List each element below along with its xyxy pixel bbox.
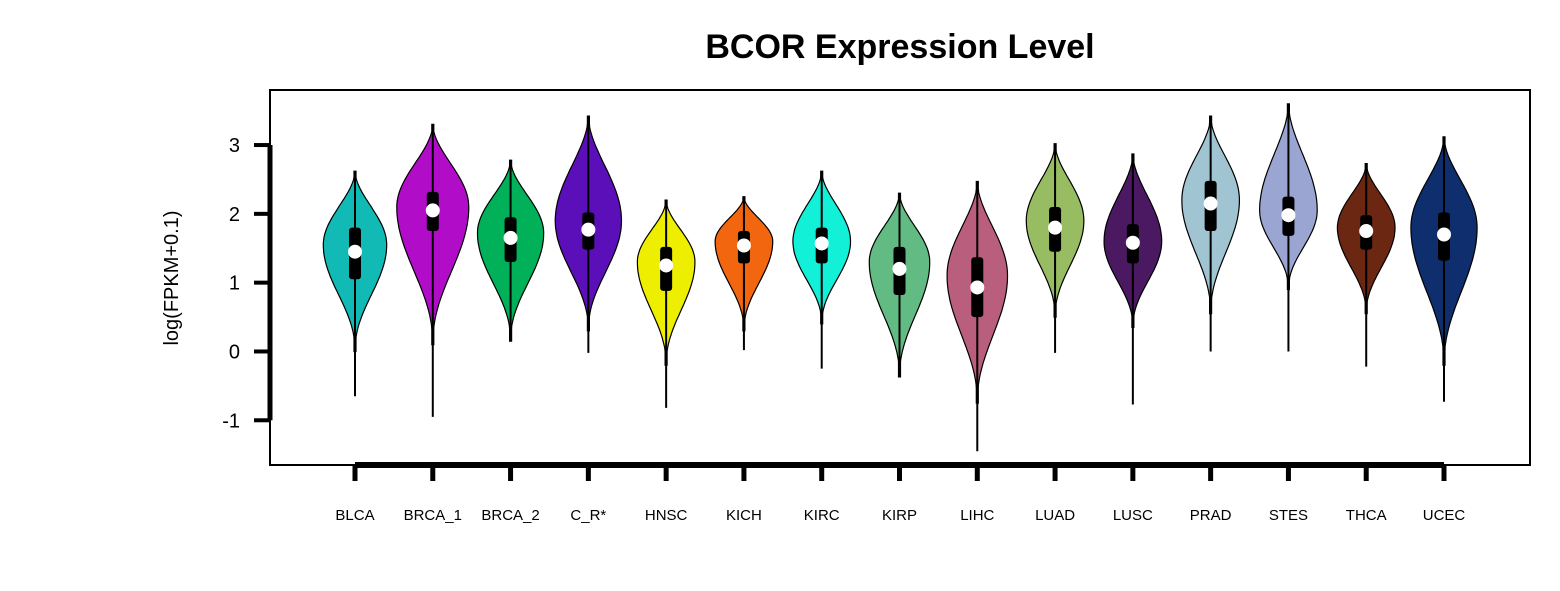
x-tick-label: THCA xyxy=(1346,507,1387,524)
x-tick-label: UCEC xyxy=(1423,507,1466,524)
median-point xyxy=(1437,227,1451,242)
median-point xyxy=(1048,220,1063,235)
violin-lihc xyxy=(946,180,1009,452)
median-point xyxy=(1359,224,1374,239)
y-tick-label: -1 xyxy=(222,410,240,432)
median-point xyxy=(503,230,518,245)
chart-title: BCOR Expression Level xyxy=(705,28,1094,66)
median-point xyxy=(736,238,751,253)
x-tick-label: LUAD xyxy=(1035,507,1075,524)
median-point xyxy=(970,280,985,295)
y-tick-label: 3 xyxy=(229,135,240,157)
x-tick-label: HNSC xyxy=(645,507,688,524)
x-tick-label: C_R* xyxy=(570,507,606,524)
y-tick-label: 1 xyxy=(229,273,240,295)
median-point xyxy=(348,244,362,259)
y-tick-label: 2 xyxy=(229,204,240,226)
x-tick-label: LIHC xyxy=(960,507,994,524)
x-tick-label: BRCA_2 xyxy=(481,507,539,524)
violin-lusc xyxy=(1103,153,1163,405)
violins xyxy=(322,103,1478,452)
violin-kirc xyxy=(792,170,852,369)
x-tick-label: PRAD xyxy=(1190,507,1232,524)
x-axis: BLCA BRCA_1 BRCA_2 C_R* HNSC KICH KIRC KIRP LIHC… xyxy=(335,462,1466,524)
violin-brca-1 xyxy=(396,123,470,417)
violin-kich xyxy=(714,196,774,351)
y-tick-label: 0 xyxy=(229,341,240,363)
violin-ucec xyxy=(1410,136,1478,402)
x-tick-label: STES xyxy=(1269,507,1308,524)
median-point xyxy=(1125,235,1140,250)
x-tick-label: KICH xyxy=(726,507,762,524)
violin-kirp xyxy=(868,192,931,378)
x-tick-label: KIRC xyxy=(804,507,840,524)
x-tick-label: KIRP xyxy=(882,507,917,524)
violin-brca-2 xyxy=(476,159,545,342)
violin-thca xyxy=(1336,163,1396,367)
violin-c-r- xyxy=(554,115,623,353)
x-tick-label: BLCA xyxy=(335,507,374,524)
violin-prad xyxy=(1181,115,1240,352)
violin-blca xyxy=(322,170,388,397)
median-point xyxy=(1203,196,1218,211)
y-axis-label: log(FPKM+0.1) xyxy=(161,210,183,345)
median-point xyxy=(581,222,596,237)
violin-stes xyxy=(1258,103,1318,352)
median-point xyxy=(659,258,674,273)
median-point xyxy=(1281,208,1296,223)
median-point xyxy=(892,261,907,276)
x-tick-label: LUSC xyxy=(1113,507,1153,524)
violin-hnsc xyxy=(636,199,696,408)
y-axis: -1 0 1 2 3 xyxy=(222,135,273,432)
median-point xyxy=(425,203,440,218)
x-tick-label: BRCA_1 xyxy=(404,507,462,524)
violin-luad xyxy=(1025,143,1085,353)
median-point xyxy=(814,236,829,251)
